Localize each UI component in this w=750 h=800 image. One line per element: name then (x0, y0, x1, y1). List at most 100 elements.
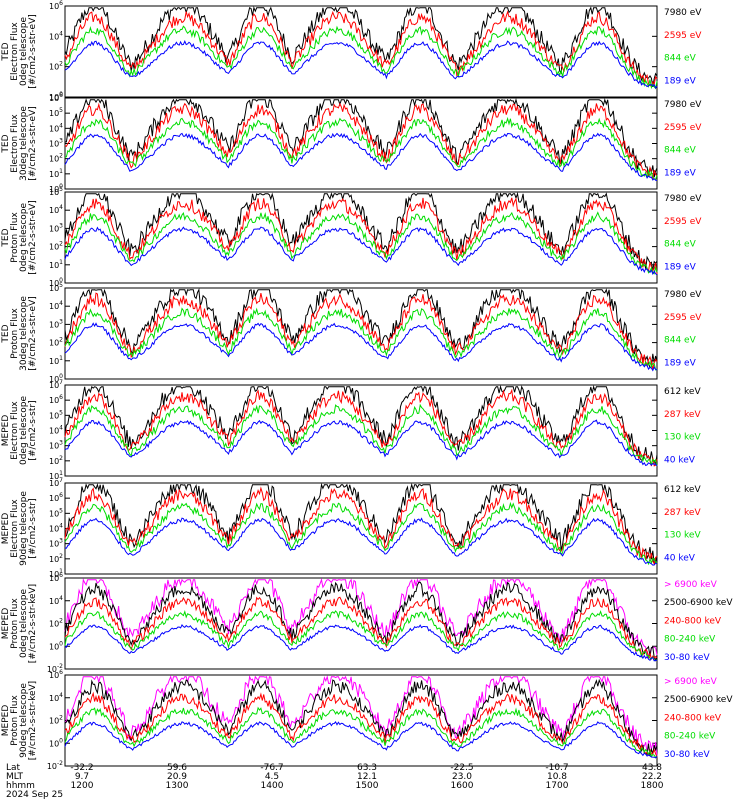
x-tick-label: 1700 (546, 781, 569, 791)
series-line (64, 307, 658, 371)
y-tick-label: 104 (49, 523, 63, 534)
series-line (65, 97, 658, 178)
panel-6: 107 106 105 104 103 102 101 MEPEDElectron Flux9… (1, 477, 701, 579)
y-tick-label: 102 (49, 715, 63, 726)
y-tick-label: 100 (49, 640, 63, 651)
legend-entry: 287 keV (664, 410, 701, 420)
y-tick-label: 107 (49, 379, 63, 390)
series-line (64, 116, 658, 181)
legend-entry: 189 eV (664, 262, 697, 272)
x-tick-label: 9.7 (75, 772, 89, 782)
legend-entry: 130 keV (664, 433, 701, 443)
series-line (64, 721, 658, 759)
y-tick-label: 105 (49, 409, 63, 420)
y-tick-label: 101 (49, 568, 63, 579)
legend-entry: 7980 eV (664, 8, 702, 18)
legend-entry: 240-800 keV (664, 713, 722, 723)
series-line (64, 517, 658, 566)
series-line (64, 10, 658, 88)
y-tick-label: 100 (49, 183, 63, 194)
panel-7: 106 104 102 100 10-2 MEPEDProton Flux0deg tel… (1, 572, 733, 674)
x-tick-label: 1200 (71, 781, 94, 791)
series-line (64, 292, 658, 370)
y-tick-label: 101 (49, 470, 63, 481)
y-tick-label: 102 (49, 553, 63, 564)
x-tick-label: 1800 (641, 781, 664, 791)
legend-entry: 189 eV (664, 76, 697, 86)
series-line (64, 482, 658, 566)
series-line (64, 419, 658, 467)
legend-entry: 844 eV (664, 54, 697, 64)
y-tick-label: 101 (49, 355, 63, 366)
series-line (64, 25, 658, 90)
legend-entry: 844 eV (664, 146, 697, 156)
series-line (64, 403, 658, 467)
series-line (64, 322, 658, 372)
legend-entry: 80-240 keV (664, 732, 716, 742)
series-line (64, 388, 658, 467)
y-tick-label: 104 (49, 300, 63, 311)
y-tick-label: 106 (49, 92, 63, 103)
legend-entry: 30-80 keV (664, 653, 710, 663)
y-tick-label: 104 (49, 595, 63, 606)
x-row-label: MLT (6, 772, 24, 782)
x-tick-label: 63.3 (357, 763, 377, 773)
y-axis-label: TEDProton Flux30deg telescope[#/cm2-s-st… (1, 296, 38, 371)
y-tick-label: 102 (49, 455, 63, 466)
panel-8: 106 104 102 100 10-2 MEPEDProton Flux90deg te… (1, 669, 733, 771)
x-tick-label: 12.1 (357, 772, 377, 782)
legend-entry: 130 keV (664, 531, 701, 541)
x-tick-label: 1300 (166, 781, 189, 791)
x-tick-label: 23.0 (452, 772, 472, 782)
x-tick-label: -32.2 (70, 763, 93, 773)
series-line (64, 691, 658, 758)
series-line (64, 6, 658, 87)
legend-entry: 30-80 keV (664, 750, 710, 760)
y-tick-label: 104 (49, 204, 63, 215)
y-tick-label: 103 (49, 538, 63, 549)
legend-entry: 2500-6900 keV (664, 598, 733, 608)
legend-entry: 2595 eV (664, 217, 702, 227)
y-tick-label: 106 (49, 572, 63, 583)
legend-entry: 7980 eV (664, 100, 702, 110)
x-row-label: hhmm (6, 781, 35, 791)
panel-1: 106 104 102 100 TEDElectron Flux0deg telesco… (1, 0, 702, 102)
x-tick-label: 1500 (356, 781, 379, 791)
y-tick-label: 103 (49, 222, 63, 233)
panel-frame (64, 287, 658, 380)
series-line (64, 40, 658, 89)
y-tick-label: 101 (49, 259, 63, 270)
y-tick-label: 100 (49, 277, 63, 288)
x-tick-label: 22.2 (642, 772, 662, 782)
legend-entry: 240-800 keV (664, 616, 722, 626)
x-tick-label: 20.9 (167, 772, 187, 782)
x-tick-label: 4.5 (265, 772, 279, 782)
y-axis-label: MEPEDElectron Flux90deg telescope[#/cm2-… (1, 491, 38, 566)
legend-entry: 844 eV (664, 240, 697, 250)
y-tick-label: 102 (49, 337, 63, 348)
y-tick-label: 105 (49, 107, 63, 118)
y-tick-label: 106 (49, 492, 63, 503)
legend-entry: > 6900 keV (664, 677, 718, 687)
legend-entry: 287 keV (664, 508, 701, 518)
y-tick-label: 105 (49, 186, 63, 197)
y-tick-label: 102 (49, 153, 63, 164)
legend-entry: 844 eV (664, 336, 697, 346)
y-axis-label: MEPEDElectron Flux0deg telescope[#/cm2-s… (1, 396, 38, 466)
y-tick-label: 105 (49, 282, 63, 293)
series-line (64, 706, 658, 759)
x-tick-label: -22.5 (450, 763, 473, 773)
y-axis-label: TEDProton Flux0deg telescope[#/cm2-s-str… (1, 200, 38, 275)
y-tick-label: 10-2 (47, 663, 63, 674)
legend-entry: 2595 eV (664, 31, 702, 41)
series-line (64, 501, 658, 566)
y-tick-label: 104 (49, 425, 63, 436)
y-tick-label: 107 (49, 477, 63, 488)
legend-entry: > 6900 keV (664, 580, 718, 590)
series-line (64, 577, 658, 658)
legend-entry: 2595 eV (664, 313, 702, 323)
legend-entry: 612 keV (664, 485, 701, 495)
y-tick-label: 104 (49, 692, 63, 703)
y-tick-label: 101 (49, 168, 63, 179)
legend-entry: 189 eV (664, 168, 697, 178)
